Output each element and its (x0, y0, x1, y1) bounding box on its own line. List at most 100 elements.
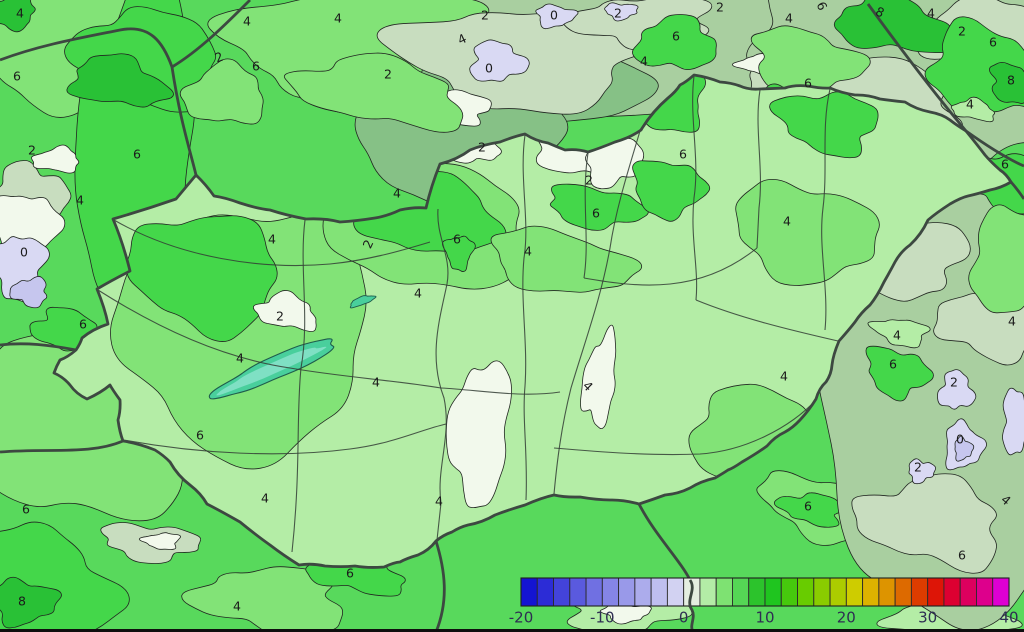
contour-band (773, 492, 843, 528)
contour-band (469, 39, 530, 82)
colorbar-cell (797, 577, 815, 607)
colorbar-cell (976, 577, 994, 607)
colorbar-cell (813, 577, 831, 607)
contour-band (0, 0, 36, 33)
contour-band (445, 360, 512, 509)
colorbar-cell (927, 577, 945, 607)
contour-label: 4 (1008, 314, 1016, 329)
contour-band (833, 0, 954, 54)
contour-label: 6 (804, 499, 812, 514)
contour-label: 4 (372, 375, 380, 390)
colorbar-tick-label: -20 (509, 609, 534, 627)
colorbar-tick-label: -10 (590, 609, 615, 627)
county-border-line (113, 219, 431, 266)
contour-label: 6 (889, 357, 897, 372)
contour-label: 6 (804, 76, 812, 91)
country-border-line (866, 3, 968, 132)
country-border-line (0, 342, 77, 352)
contour-label: 4 (16, 6, 24, 21)
contour-label: 4 (783, 214, 791, 229)
county-border-line (553, 398, 818, 456)
contour-label: 2 (28, 143, 36, 158)
contour-band (867, 319, 931, 349)
country-border-line (0, 27, 198, 176)
contour-label: 0 (20, 245, 28, 260)
contour-label: 2 (585, 173, 593, 188)
colorbar-cell (553, 577, 571, 607)
contour-label: 2 (914, 460, 922, 475)
colorbar-cell (845, 577, 864, 607)
colorbar-frame (520, 577, 1010, 607)
contour-label: 2 (958, 24, 966, 39)
colorbar-cell (585, 577, 603, 607)
contour-label: 6 (453, 232, 461, 247)
country-border-line (171, 0, 251, 69)
contour-label: 2 (478, 140, 486, 155)
contour-label: 4 (785, 11, 793, 26)
colorbar-tick-label: 30 (918, 609, 937, 627)
colorbar-cell (666, 577, 685, 607)
contour-label: 6 (346, 566, 354, 581)
contour-label: 6 (13, 69, 21, 84)
county-border-line (821, 88, 831, 331)
county-border-line (756, 89, 761, 249)
contour-label: 4 (233, 599, 241, 614)
colorbar-cell (536, 577, 554, 607)
contour-label: 0 (550, 8, 558, 23)
colorbar-tick-label: 0 (679, 609, 689, 627)
hungary-border-line (52, 73, 1013, 569)
contour-label: 8 (1007, 73, 1015, 88)
contour-band (908, 458, 937, 485)
colorbar-cell (732, 577, 750, 607)
county-border-line (553, 130, 641, 495)
contour-label: 4 (243, 14, 251, 29)
hungary-region (52, 73, 1013, 569)
contour-band (442, 235, 476, 272)
contour-label: 4 (414, 286, 422, 301)
country-border-line (1009, 181, 1024, 200)
contour-label: 6 (1001, 157, 1009, 172)
contour-bands-inside (110, 75, 880, 509)
colorbar-tick-label: 10 (755, 609, 774, 627)
contour-band (632, 14, 717, 71)
contour-band (968, 204, 1024, 314)
contour-band (599, 604, 652, 625)
colorbar-cell (699, 577, 717, 607)
county-border-line (522, 134, 527, 501)
contour-label: 6 (196, 428, 204, 443)
colorbar-cell (943, 577, 961, 607)
colorbar-cell (780, 577, 798, 607)
colorbar-cell (748, 577, 766, 607)
contour-label: 4 (393, 186, 401, 201)
colorbar-cell (862, 577, 880, 607)
county-border-line (583, 247, 758, 286)
contour-label: 2 (614, 6, 622, 21)
county-border-line (692, 75, 698, 301)
county-border-line (435, 208, 449, 541)
county-border-line (695, 299, 839, 342)
contour-label: 6 (133, 147, 141, 162)
bottom-frame (0, 629, 1024, 632)
contour-label: 4 (236, 351, 244, 366)
colorbar-cell (894, 577, 912, 607)
county-border-line (440, 387, 561, 395)
border-over-colorbar (688, 579, 695, 632)
contour-band (937, 369, 977, 410)
county-border-line (123, 423, 447, 455)
contour-band (604, 2, 639, 22)
country-border-line (965, 129, 1024, 168)
colorbar-cell (618, 577, 636, 607)
contour-label: 4 (640, 54, 648, 69)
colorbar-cell (634, 577, 652, 607)
contour-band (283, 52, 464, 133)
contour-band (865, 345, 934, 402)
lake-velence-shape (349, 295, 377, 309)
contour-label: 6 (252, 59, 260, 74)
contour-label: 4 (76, 193, 84, 208)
contour-band (580, 324, 617, 430)
contour-label: 8 (18, 594, 26, 609)
colorbar-cell (520, 577, 538, 607)
colorbar-cell (601, 577, 620, 607)
contour-band (632, 160, 711, 222)
contour-band (66, 53, 174, 108)
